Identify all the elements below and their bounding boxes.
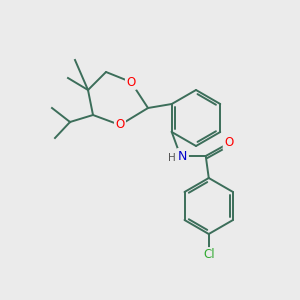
- Text: H: H: [168, 153, 176, 163]
- Text: N: N: [178, 149, 188, 163]
- Text: O: O: [126, 76, 136, 88]
- Text: Cl: Cl: [203, 248, 214, 262]
- Text: O: O: [224, 136, 233, 149]
- Text: O: O: [116, 118, 124, 131]
